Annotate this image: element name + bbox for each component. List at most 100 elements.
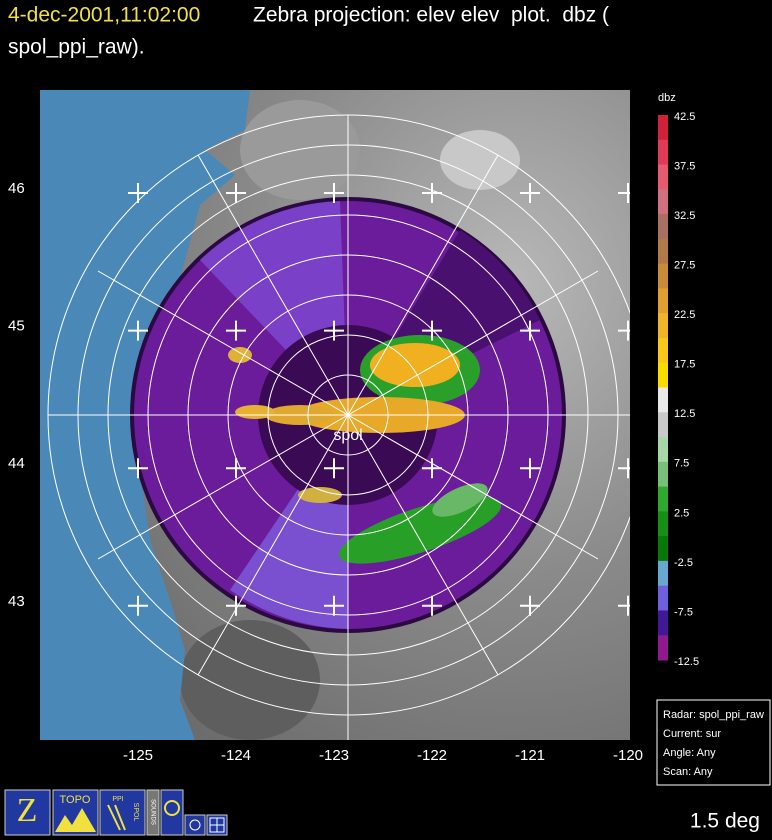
grid-cross bbox=[324, 595, 344, 616]
center-icon[interactable] bbox=[184, 814, 206, 836]
echo bbox=[370, 343, 460, 387]
terrain bbox=[440, 130, 520, 190]
center-glyph bbox=[189, 819, 201, 831]
grid-cross bbox=[618, 183, 630, 203]
grid-cross bbox=[520, 595, 540, 616]
colorbar-label: 32.5 bbox=[674, 210, 695, 222]
icon-bar: Z TOPO PPI SPOL SOUNDS bbox=[4, 789, 228, 836]
grid-cross bbox=[128, 458, 148, 479]
colorbar-swatch bbox=[658, 214, 668, 240]
colorbar-label: -2.5 bbox=[674, 557, 693, 569]
ppi-icon[interactable] bbox=[99, 789, 146, 836]
spol-label: SPOL bbox=[132, 803, 139, 822]
colorbar-swatch bbox=[658, 387, 668, 413]
colorbar-swatch bbox=[658, 635, 668, 661]
zebra-icon[interactable] bbox=[4, 789, 51, 836]
sounds-label: SOUNDS bbox=[149, 799, 155, 825]
lon-label: -125 bbox=[123, 747, 153, 764]
grid-cross bbox=[226, 458, 246, 479]
colorbar-label: -12.5 bbox=[674, 656, 699, 668]
plot-title-cont: spol_ppi_raw). bbox=[8, 36, 145, 59]
grid-cross bbox=[226, 595, 246, 616]
colorbar: 42.5 37.5 32.5 27.5 22.5 17.5 12.5 7.5 2.5 -2.5 -7… bbox=[658, 111, 699, 668]
colorbar-label: 22.5 bbox=[674, 309, 695, 321]
grid-cross bbox=[128, 595, 148, 616]
colorbar-label: 12.5 bbox=[674, 408, 695, 420]
lat-label: 46 bbox=[8, 180, 25, 197]
colorbar-label: 42.5 bbox=[674, 111, 695, 123]
lon-axis: -125 -124 -123 -122 -121 -120 bbox=[123, 747, 643, 764]
lat-label: 44 bbox=[8, 455, 25, 472]
lon-label: -120 bbox=[613, 747, 643, 764]
lat-axis: 46 45 44 43 bbox=[8, 180, 25, 610]
plot-time: 4-dec-2001,11:02:00 bbox=[8, 4, 200, 27]
colorbar-swatch bbox=[658, 585, 668, 611]
colorbar-swatch bbox=[658, 486, 668, 512]
topo-label: TOPO bbox=[60, 794, 91, 806]
grid-cross bbox=[422, 595, 442, 616]
echo bbox=[235, 405, 275, 419]
grid-cross bbox=[520, 183, 540, 203]
ppi-glyph bbox=[107, 804, 126, 831]
grid-cross bbox=[618, 320, 630, 341]
colorbar-label: 37.5 bbox=[674, 160, 695, 172]
range-rings bbox=[47, 114, 630, 740]
colorbar-swatch bbox=[658, 189, 668, 215]
grid-cross bbox=[618, 595, 630, 616]
overlay-glyph bbox=[164, 800, 180, 816]
grid-cross bbox=[422, 458, 442, 479]
colorbar-swatch bbox=[658, 139, 668, 166]
info-line: Scan: Any bbox=[663, 766, 713, 778]
zebra-logo: Z bbox=[17, 792, 38, 829]
colorbar-swatch bbox=[658, 115, 668, 141]
grid-glyph bbox=[209, 817, 225, 833]
colorbar-swatch bbox=[658, 164, 668, 190]
overlay-icon[interactable] bbox=[160, 789, 184, 836]
grid-cross bbox=[226, 183, 246, 203]
info-line: Radar: spol_ppi_raw bbox=[663, 709, 764, 721]
info-line: Angle: Any bbox=[663, 747, 716, 759]
grid-cross bbox=[324, 458, 344, 479]
grid-cross bbox=[324, 320, 344, 341]
lat-label: 45 bbox=[8, 318, 25, 335]
map: spol bbox=[40, 90, 630, 740]
colorbar-swatch bbox=[658, 288, 668, 314]
colorbar-label: -7.5 bbox=[674, 606, 693, 618]
site-label: spol bbox=[333, 427, 362, 444]
grid-cross bbox=[422, 183, 442, 203]
info-lines: Radar: spol_ppi_raw Current: sur Angle: An… bbox=[663, 709, 764, 778]
echo bbox=[298, 487, 342, 503]
colorbar-label: 27.5 bbox=[674, 260, 695, 272]
sounds-icon[interactable] bbox=[146, 789, 160, 836]
lon-label: -122 bbox=[417, 747, 447, 764]
colorbar-swatch bbox=[658, 560, 668, 587]
colorbar-swatch bbox=[658, 437, 668, 463]
colorbar-unit: dbz bbox=[658, 92, 676, 104]
colorbar-swatch bbox=[658, 610, 668, 636]
colorbar-swatch bbox=[658, 263, 668, 289]
colorbar-swatch bbox=[658, 313, 668, 339]
colorbar-swatch bbox=[658, 412, 668, 438]
colorbar-swatch bbox=[658, 461, 668, 488]
lon-label: -121 bbox=[515, 747, 545, 764]
colorbar-label: 7.5 bbox=[674, 458, 689, 470]
info-box bbox=[656, 699, 771, 786]
topo-glyph bbox=[55, 808, 96, 832]
colorbar-swatch bbox=[658, 362, 668, 388]
grid-cross bbox=[324, 183, 344, 203]
lon-label: -123 bbox=[319, 747, 349, 764]
terrain bbox=[180, 620, 320, 740]
colorbar-label: 2.5 bbox=[674, 507, 689, 519]
colorbar-swatch bbox=[658, 337, 668, 364]
grid-cross bbox=[128, 320, 148, 341]
elevation-status: 1.5 deg bbox=[690, 810, 760, 833]
colorbar-swatch bbox=[658, 238, 668, 265]
echo bbox=[338, 496, 502, 564]
colorbar-swatch bbox=[658, 511, 668, 537]
grid-cross bbox=[226, 320, 246, 341]
plot-title: Zebra projection: elev elev plot. dbz ( bbox=[253, 4, 609, 27]
colorbar-swatch bbox=[658, 536, 668, 562]
grid-cross bbox=[618, 458, 630, 479]
